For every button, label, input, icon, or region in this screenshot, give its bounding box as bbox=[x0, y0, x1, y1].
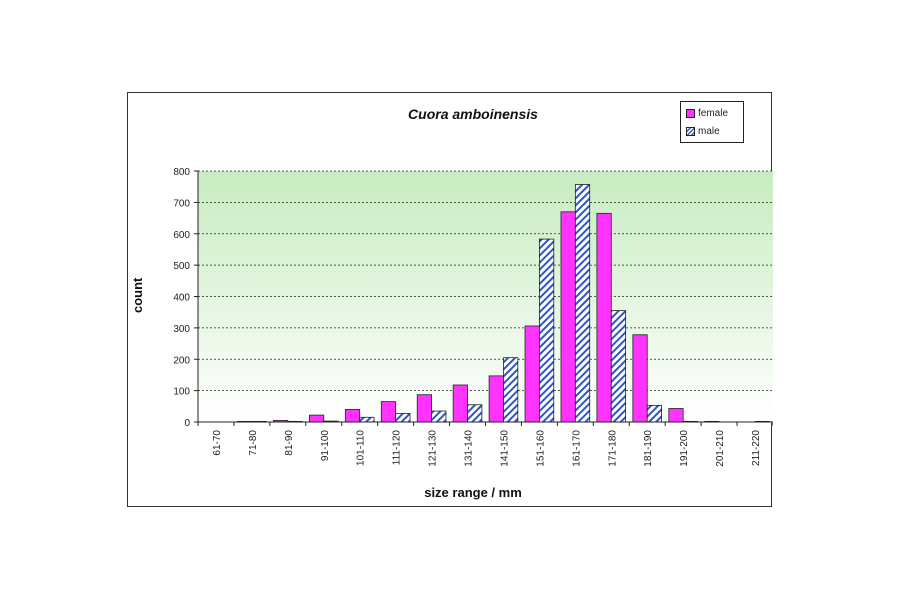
plot-background bbox=[198, 171, 773, 422]
bar-male-111-120 bbox=[395, 413, 411, 423]
x-tick-label: 121-130 bbox=[428, 430, 439, 467]
chart-legend: female male bbox=[680, 101, 744, 143]
bar-female-151-160 bbox=[524, 325, 540, 423]
x-tick-label: 151-160 bbox=[535, 430, 546, 467]
x-tick-label: 141-150 bbox=[499, 430, 510, 467]
bar-female-111-120 bbox=[380, 401, 397, 423]
bar-female-191-200 bbox=[668, 408, 684, 423]
y-tick-label: 800 bbox=[173, 167, 190, 178]
x-tick-label: 211-220 bbox=[751, 430, 762, 466]
x-tick-label: 131-140 bbox=[464, 430, 475, 467]
bar-male-171-180 bbox=[610, 310, 627, 423]
x-tick-label: 81-90 bbox=[284, 430, 295, 456]
bar-female-141-150 bbox=[488, 375, 504, 423]
legend-label-male: male bbox=[698, 126, 720, 137]
x-tick-label: 71-80 bbox=[248, 430, 259, 456]
y-tick-label: 700 bbox=[173, 198, 190, 209]
x-tick-label: 91-100 bbox=[320, 430, 331, 462]
bar-female-131-140 bbox=[452, 384, 468, 423]
bar-male-151-160 bbox=[539, 238, 555, 423]
chart-title: Cuora amboinensis bbox=[408, 106, 538, 122]
x-tick-label: 161-170 bbox=[571, 430, 582, 467]
legend-item-male: male bbox=[686, 126, 720, 137]
bar-female-161-170 bbox=[560, 211, 576, 423]
y-tick-label: 0 bbox=[184, 418, 190, 429]
chart-frame: Cuora amboinensis female male count size… bbox=[127, 92, 773, 507]
legend-swatch-female bbox=[686, 109, 695, 118]
y-tick-label: 500 bbox=[173, 261, 190, 272]
y-tick-label: 200 bbox=[173, 355, 190, 366]
bar-female-101-110 bbox=[344, 409, 361, 423]
legend-item-female: female bbox=[686, 108, 728, 119]
y-tick-label: 600 bbox=[173, 230, 190, 241]
bar-female-121-130 bbox=[416, 394, 432, 423]
x-tick-label: 101-110 bbox=[356, 430, 367, 466]
bar-male-141-150 bbox=[503, 357, 519, 423]
bar-male-101-110 bbox=[359, 416, 375, 423]
legend-swatch-male bbox=[686, 127, 695, 136]
bar-female-171-180 bbox=[596, 212, 612, 423]
x-tick-label: 171-180 bbox=[607, 430, 618, 467]
x-tick-label: 181-190 bbox=[643, 430, 654, 467]
bar-male-181-190 bbox=[646, 404, 662, 423]
x-tick-label: 61-70 bbox=[212, 430, 223, 456]
x-tick-label: 111-120 bbox=[392, 430, 403, 466]
x-tick-label: 191-200 bbox=[679, 430, 690, 467]
y-tick-label: 100 bbox=[173, 387, 190, 398]
y-tick-label: 400 bbox=[173, 293, 190, 304]
x-axis-label: size range / mm bbox=[424, 485, 522, 500]
y-tick-label: 300 bbox=[173, 324, 190, 335]
bar-male-161-170 bbox=[574, 184, 591, 423]
x-tick-label: 201-210 bbox=[715, 430, 726, 467]
bar-male-121-130 bbox=[431, 410, 447, 423]
bar-female-91-100 bbox=[309, 414, 325, 423]
plot-area: 0 100 200 300 400 500 600 700 800 61-70 71-80 81-9… bbox=[173, 167, 773, 467]
bar-male-131-140 bbox=[467, 404, 483, 423]
legend-label-female: female bbox=[698, 108, 729, 119]
bar-female-181-190 bbox=[632, 334, 648, 423]
